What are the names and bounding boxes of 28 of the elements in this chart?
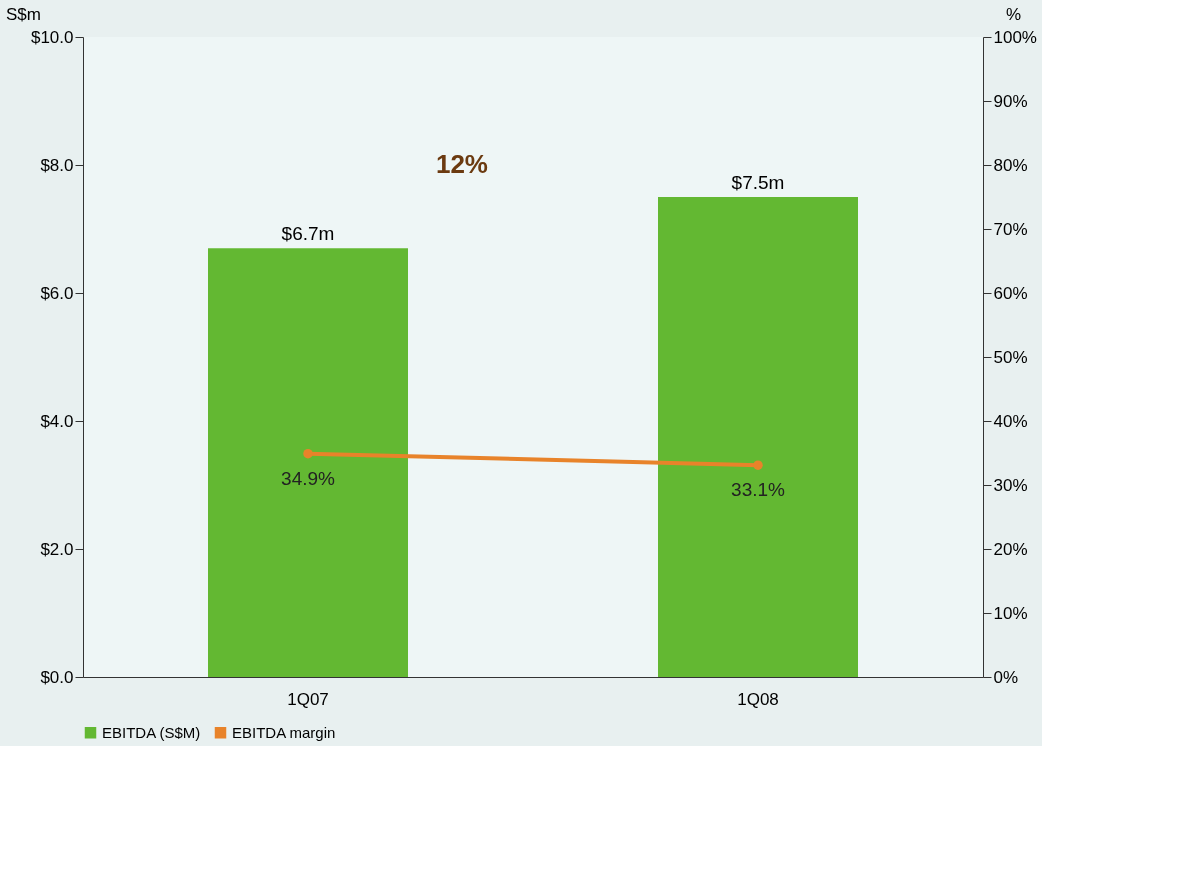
- y-tick-label: $2.0: [40, 539, 74, 559]
- x-tick-label: 1Q08: [737, 689, 779, 709]
- annotation: 12%: [435, 149, 488, 179]
- y2-tick-label: 0%: [993, 667, 1019, 687]
- y-tick-label: $0.0: [40, 667, 74, 687]
- data-label: $6.7m: [281, 223, 335, 245]
- data-label: 33.1%: [731, 479, 786, 501]
- y-tick-label: $10.0: [30, 27, 74, 47]
- y2-tick-label: 10%: [993, 603, 1028, 623]
- y-tick-label: $6.0: [40, 283, 74, 303]
- y2-axis-title: %: [1005, 4, 1022, 24]
- y2-tick-label: 100%: [993, 27, 1037, 47]
- x-tick-label: 1Q07: [287, 689, 329, 709]
- y2-tick-label: 80%: [993, 155, 1028, 175]
- y-tick-label: $8.0: [40, 155, 74, 175]
- y2-tick-label: 70%: [993, 219, 1028, 239]
- y-tick-label: $4.0: [40, 411, 74, 431]
- y2-tick-label: 90%: [993, 91, 1028, 111]
- legend-label: EBITDA (S$M): [102, 723, 201, 741]
- y2-tick-label: 40%: [993, 411, 1028, 431]
- y2-tick-label: 60%: [993, 283, 1028, 303]
- data-label: $7.5m: [731, 172, 785, 193]
- y2-tick-label: 30%: [993, 475, 1028, 495]
- y-axis-title: S$m: [6, 4, 41, 24]
- y2-tick-label: 50%: [993, 347, 1028, 367]
- legend-label: EBITDA margin: [232, 723, 336, 741]
- data-label: 34.9%: [281, 467, 336, 489]
- y2-tick-label: 20%: [993, 539, 1028, 559]
